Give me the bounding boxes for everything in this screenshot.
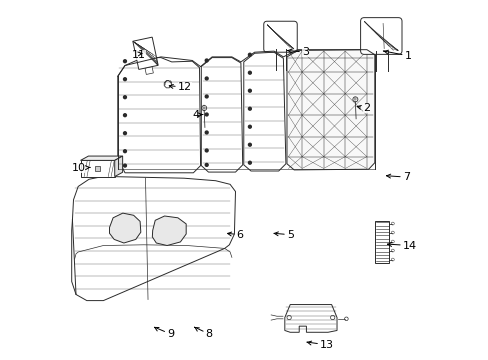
Polygon shape: [286, 50, 374, 170]
Text: 4: 4: [192, 110, 203, 120]
Polygon shape: [72, 176, 235, 301]
Circle shape: [123, 164, 126, 167]
Text: 2: 2: [358, 103, 370, 113]
Text: 13: 13: [308, 340, 333, 350]
Text: 3: 3: [289, 47, 308, 57]
Polygon shape: [284, 305, 336, 332]
Text: 1: 1: [383, 51, 411, 61]
Polygon shape: [152, 216, 186, 246]
Circle shape: [123, 114, 126, 117]
Circle shape: [123, 132, 126, 135]
Polygon shape: [118, 58, 200, 173]
Polygon shape: [81, 156, 122, 161]
Circle shape: [248, 143, 251, 146]
Circle shape: [205, 113, 208, 116]
Polygon shape: [244, 52, 285, 171]
Circle shape: [248, 161, 251, 164]
Bar: [95, 166, 101, 171]
Circle shape: [248, 89, 251, 92]
Circle shape: [123, 150, 126, 153]
Text: 9: 9: [156, 328, 174, 339]
Circle shape: [205, 77, 208, 80]
Text: 10: 10: [72, 163, 90, 174]
Circle shape: [123, 60, 126, 63]
Polygon shape: [109, 213, 141, 243]
Polygon shape: [201, 58, 242, 172]
Circle shape: [248, 53, 251, 56]
Text: 6: 6: [229, 230, 243, 240]
FancyBboxPatch shape: [263, 21, 297, 52]
Polygon shape: [144, 67, 153, 75]
Text: 5: 5: [276, 230, 293, 240]
Circle shape: [123, 78, 126, 81]
Circle shape: [205, 131, 208, 134]
Circle shape: [205, 59, 208, 62]
FancyBboxPatch shape: [360, 18, 401, 54]
Bar: [374, 221, 388, 263]
Circle shape: [205, 149, 208, 152]
Circle shape: [248, 107, 251, 110]
Text: 8: 8: [196, 328, 212, 339]
Polygon shape: [133, 37, 158, 69]
Text: 7: 7: [387, 172, 409, 182]
Polygon shape: [81, 161, 115, 176]
Circle shape: [248, 125, 251, 128]
Text: 12: 12: [171, 82, 192, 92]
Polygon shape: [115, 156, 122, 176]
Circle shape: [205, 95, 208, 98]
Circle shape: [205, 163, 208, 166]
Text: 11: 11: [132, 50, 146, 60]
Circle shape: [248, 71, 251, 74]
Circle shape: [123, 96, 126, 99]
Text: 14: 14: [388, 240, 416, 251]
